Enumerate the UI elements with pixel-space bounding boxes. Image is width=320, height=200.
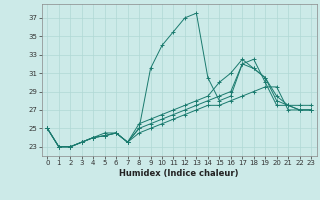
X-axis label: Humidex (Indice chaleur): Humidex (Indice chaleur)	[119, 169, 239, 178]
